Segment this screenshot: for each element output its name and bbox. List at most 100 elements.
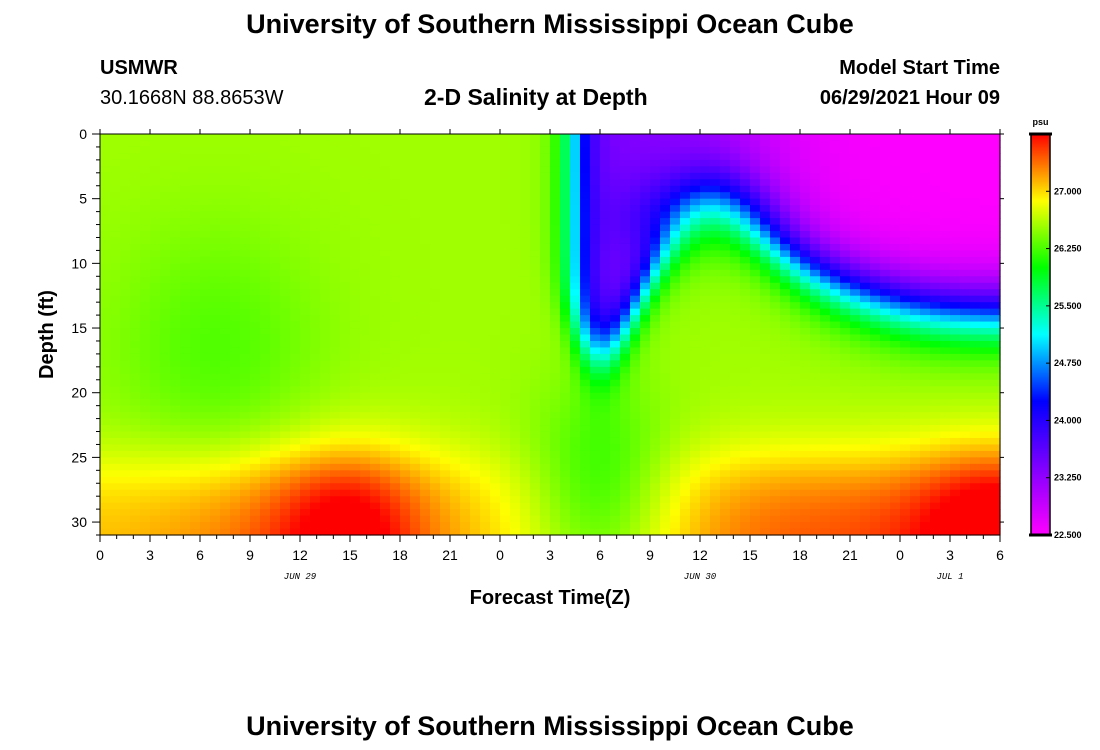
heatmap-cell — [450, 308, 461, 316]
heatmap-cell — [350, 250, 361, 258]
heatmap-cell — [470, 237, 481, 245]
heatmap-cell — [410, 134, 421, 142]
heatmap-cell — [460, 211, 471, 219]
heatmap-cell — [310, 437, 321, 446]
heatmap-cell — [410, 224, 421, 232]
heatmap-cell — [690, 159, 701, 167]
heatmap-cell — [200, 295, 211, 303]
heatmap-cell — [590, 134, 601, 142]
heatmap-cell — [700, 437, 711, 446]
heatmap-cell — [520, 276, 531, 284]
heatmap-cell — [160, 509, 171, 517]
heatmap-cell — [170, 489, 181, 497]
heatmap-cell — [300, 263, 311, 271]
heatmap-cell — [660, 418, 671, 426]
heatmap-cell — [750, 386, 761, 394]
heatmap-cell — [240, 315, 251, 323]
heatmap-cell — [480, 502, 491, 510]
heatmap-cell — [160, 289, 171, 297]
heatmap-cell — [760, 134, 771, 142]
heatmap-cell — [290, 224, 301, 232]
heatmap-cell — [300, 444, 311, 452]
heatmap-cell — [590, 431, 601, 439]
heatmap-cell — [870, 237, 881, 245]
heatmap-cell — [340, 457, 351, 465]
heatmap-cell — [550, 509, 561, 517]
heatmap-cell — [770, 302, 781, 310]
heatmap-cell — [810, 476, 821, 484]
heatmap-cell — [560, 463, 571, 471]
heatmap-cell — [200, 392, 211, 400]
heatmap-cell — [750, 392, 761, 400]
heatmap-cell — [230, 437, 241, 446]
heatmap-cell — [560, 483, 571, 491]
heatmap-cell — [800, 179, 811, 187]
heatmap-cell — [770, 211, 781, 219]
heatmap-cell — [900, 134, 911, 142]
heatmap-cell — [820, 373, 831, 381]
heatmap-cell — [700, 528, 711, 536]
heatmap-cell — [380, 224, 391, 232]
heatmap-cell — [270, 476, 281, 484]
heatmap-cell — [860, 140, 871, 148]
heatmap-cell — [130, 399, 141, 407]
heatmap-cell — [400, 528, 411, 536]
heatmap-cell — [450, 282, 461, 290]
heatmap-cell — [180, 192, 191, 200]
heatmap-cell — [630, 185, 641, 193]
heatmap-cell — [130, 192, 141, 200]
heatmap-cell — [360, 353, 371, 361]
heatmap-cell — [380, 405, 391, 413]
heatmap-cell — [630, 360, 641, 368]
heatmap-cell — [560, 509, 571, 517]
heatmap-cell — [390, 205, 401, 213]
heatmap-cell — [100, 528, 111, 536]
heatmap-cell — [430, 431, 441, 439]
heatmap-cell — [500, 412, 511, 420]
heatmap-cell — [350, 243, 361, 252]
heatmap-cell — [740, 347, 751, 355]
heatmap-cell — [360, 386, 371, 394]
heatmap-cell — [580, 315, 591, 323]
heatmap-cell — [680, 470, 691, 478]
heatmap-cell — [260, 379, 271, 387]
heatmap-cell — [740, 237, 751, 245]
heatmap-cell — [210, 179, 221, 187]
heatmap-cell — [200, 269, 211, 277]
heatmap-cell — [490, 483, 501, 491]
heatmap-cell — [550, 321, 561, 329]
heatmap-cell — [710, 457, 721, 465]
heatmap-cell — [580, 399, 591, 407]
heatmap-cell — [670, 218, 681, 226]
heatmap-cell — [490, 476, 501, 484]
heatmap-cell — [620, 302, 631, 310]
heatmap-cell — [260, 463, 271, 471]
heatmap-cell — [640, 379, 651, 387]
heatmap-cell — [780, 470, 791, 478]
heatmap-cell — [500, 308, 511, 316]
heatmap-cell — [850, 295, 861, 303]
heatmap-cell — [720, 211, 731, 219]
heatmap-cell — [380, 450, 391, 458]
heatmap-cell — [870, 457, 881, 465]
heatmap-cell — [740, 418, 751, 426]
model-start-value: 06/29/2021 Hour 09 — [819, 87, 1000, 109]
heatmap-cell — [150, 166, 161, 174]
heatmap-cell — [880, 172, 891, 180]
heatmap-cell — [790, 515, 801, 523]
heatmap-cell — [600, 470, 611, 478]
heatmap-cell — [760, 179, 771, 187]
heatmap-cell — [360, 496, 371, 504]
heatmap-cell — [510, 198, 521, 206]
heatmap-cell — [240, 282, 251, 290]
heatmap-cell — [140, 353, 151, 361]
heatmap-cell — [750, 379, 761, 387]
heatmap-cell — [480, 353, 491, 361]
heatmap-cell — [750, 431, 761, 439]
heatmap-cell — [830, 437, 841, 446]
heatmap-cell — [460, 412, 471, 420]
heatmap-cell — [430, 321, 441, 329]
heatmap-cell — [630, 502, 641, 510]
heatmap-cell — [870, 166, 881, 174]
heatmap-cell — [860, 476, 871, 484]
